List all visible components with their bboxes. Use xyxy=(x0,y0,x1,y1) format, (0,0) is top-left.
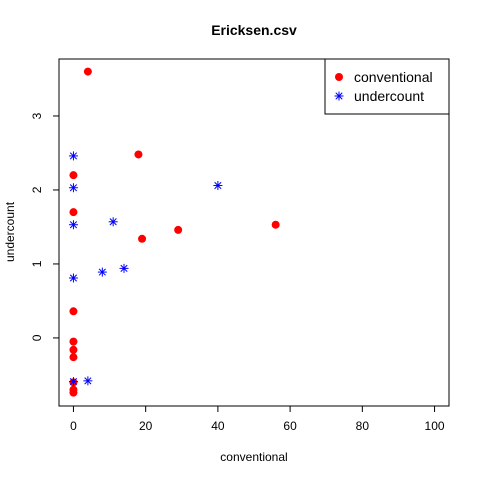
y-tick-label: 2 xyxy=(30,186,44,193)
point-undercount xyxy=(213,181,223,191)
point-conventional xyxy=(138,234,147,243)
point-undercount xyxy=(68,183,78,193)
x-tick-label: 80 xyxy=(356,419,370,433)
point-conventional xyxy=(69,307,78,316)
point-conventional xyxy=(69,353,78,362)
x-tick-label: 60 xyxy=(283,419,297,433)
point-conventional xyxy=(271,220,280,229)
legend-box xyxy=(324,58,450,115)
point-conventional xyxy=(69,388,78,397)
point-undercount xyxy=(68,151,78,161)
chart-title: Ericksen.csv xyxy=(211,22,297,38)
x-axis-label: conventional xyxy=(220,450,287,464)
y-axis-label: undercount xyxy=(3,201,17,262)
legend-label-undercount: undercount xyxy=(354,88,424,104)
point-conventional xyxy=(83,67,92,76)
point-undercount xyxy=(108,217,118,227)
point-undercount xyxy=(68,220,78,230)
x-axis: 0 20 40 60 80 100 xyxy=(70,405,445,433)
point-undercount xyxy=(97,267,107,277)
data-points xyxy=(68,67,280,397)
point-conventional xyxy=(69,345,78,354)
point-conventional xyxy=(69,171,78,180)
point-conventional xyxy=(174,225,183,234)
x-tick-label: 100 xyxy=(425,419,445,433)
point-undercount xyxy=(119,263,129,273)
legend-marker-conventional xyxy=(335,73,343,81)
y-tick-label: 0 xyxy=(30,334,44,341)
x-tick-label: 0 xyxy=(70,419,77,433)
y-tick-label: 3 xyxy=(30,112,44,119)
x-tick-label: 20 xyxy=(139,419,153,433)
point-undercount xyxy=(68,377,78,387)
point-conventional xyxy=(69,337,78,346)
x-tick-label: 40 xyxy=(211,419,225,433)
point-undercount xyxy=(83,376,93,386)
point-conventional xyxy=(69,208,78,217)
legend-label-conventional: conventional xyxy=(354,69,433,85)
y-tick-label: 1 xyxy=(30,260,44,267)
point-undercount xyxy=(68,273,78,283)
y-axis: 0 1 2 3 xyxy=(30,112,60,341)
legend: conventional undercount xyxy=(324,58,450,115)
point-conventional xyxy=(134,150,143,159)
legend-marker-undercount xyxy=(334,91,344,101)
